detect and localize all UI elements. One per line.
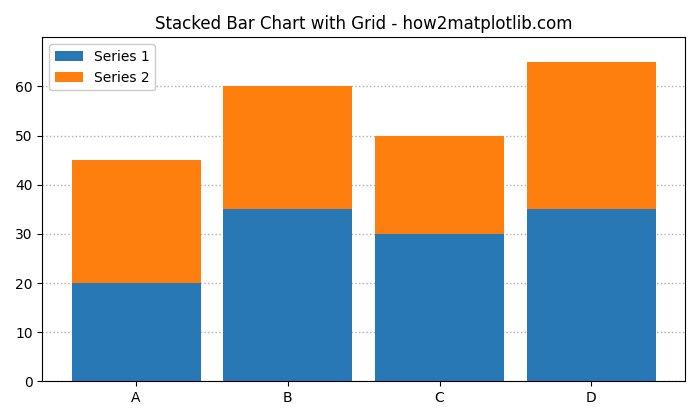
Bar — [223, 209, 352, 381]
Bar — [527, 209, 656, 381]
Bar — [71, 160, 200, 283]
Bar — [375, 234, 504, 381]
Bar — [71, 283, 200, 381]
Legend: Series 1, Series 2: Series 1, Series 2 — [49, 44, 155, 90]
Bar — [375, 136, 504, 234]
Title: Stacked Bar Chart with Grid - how2matplotlib.com: Stacked Bar Chart with Grid - how2matplo… — [155, 15, 573, 33]
Bar — [527, 62, 656, 209]
Bar — [223, 87, 352, 209]
